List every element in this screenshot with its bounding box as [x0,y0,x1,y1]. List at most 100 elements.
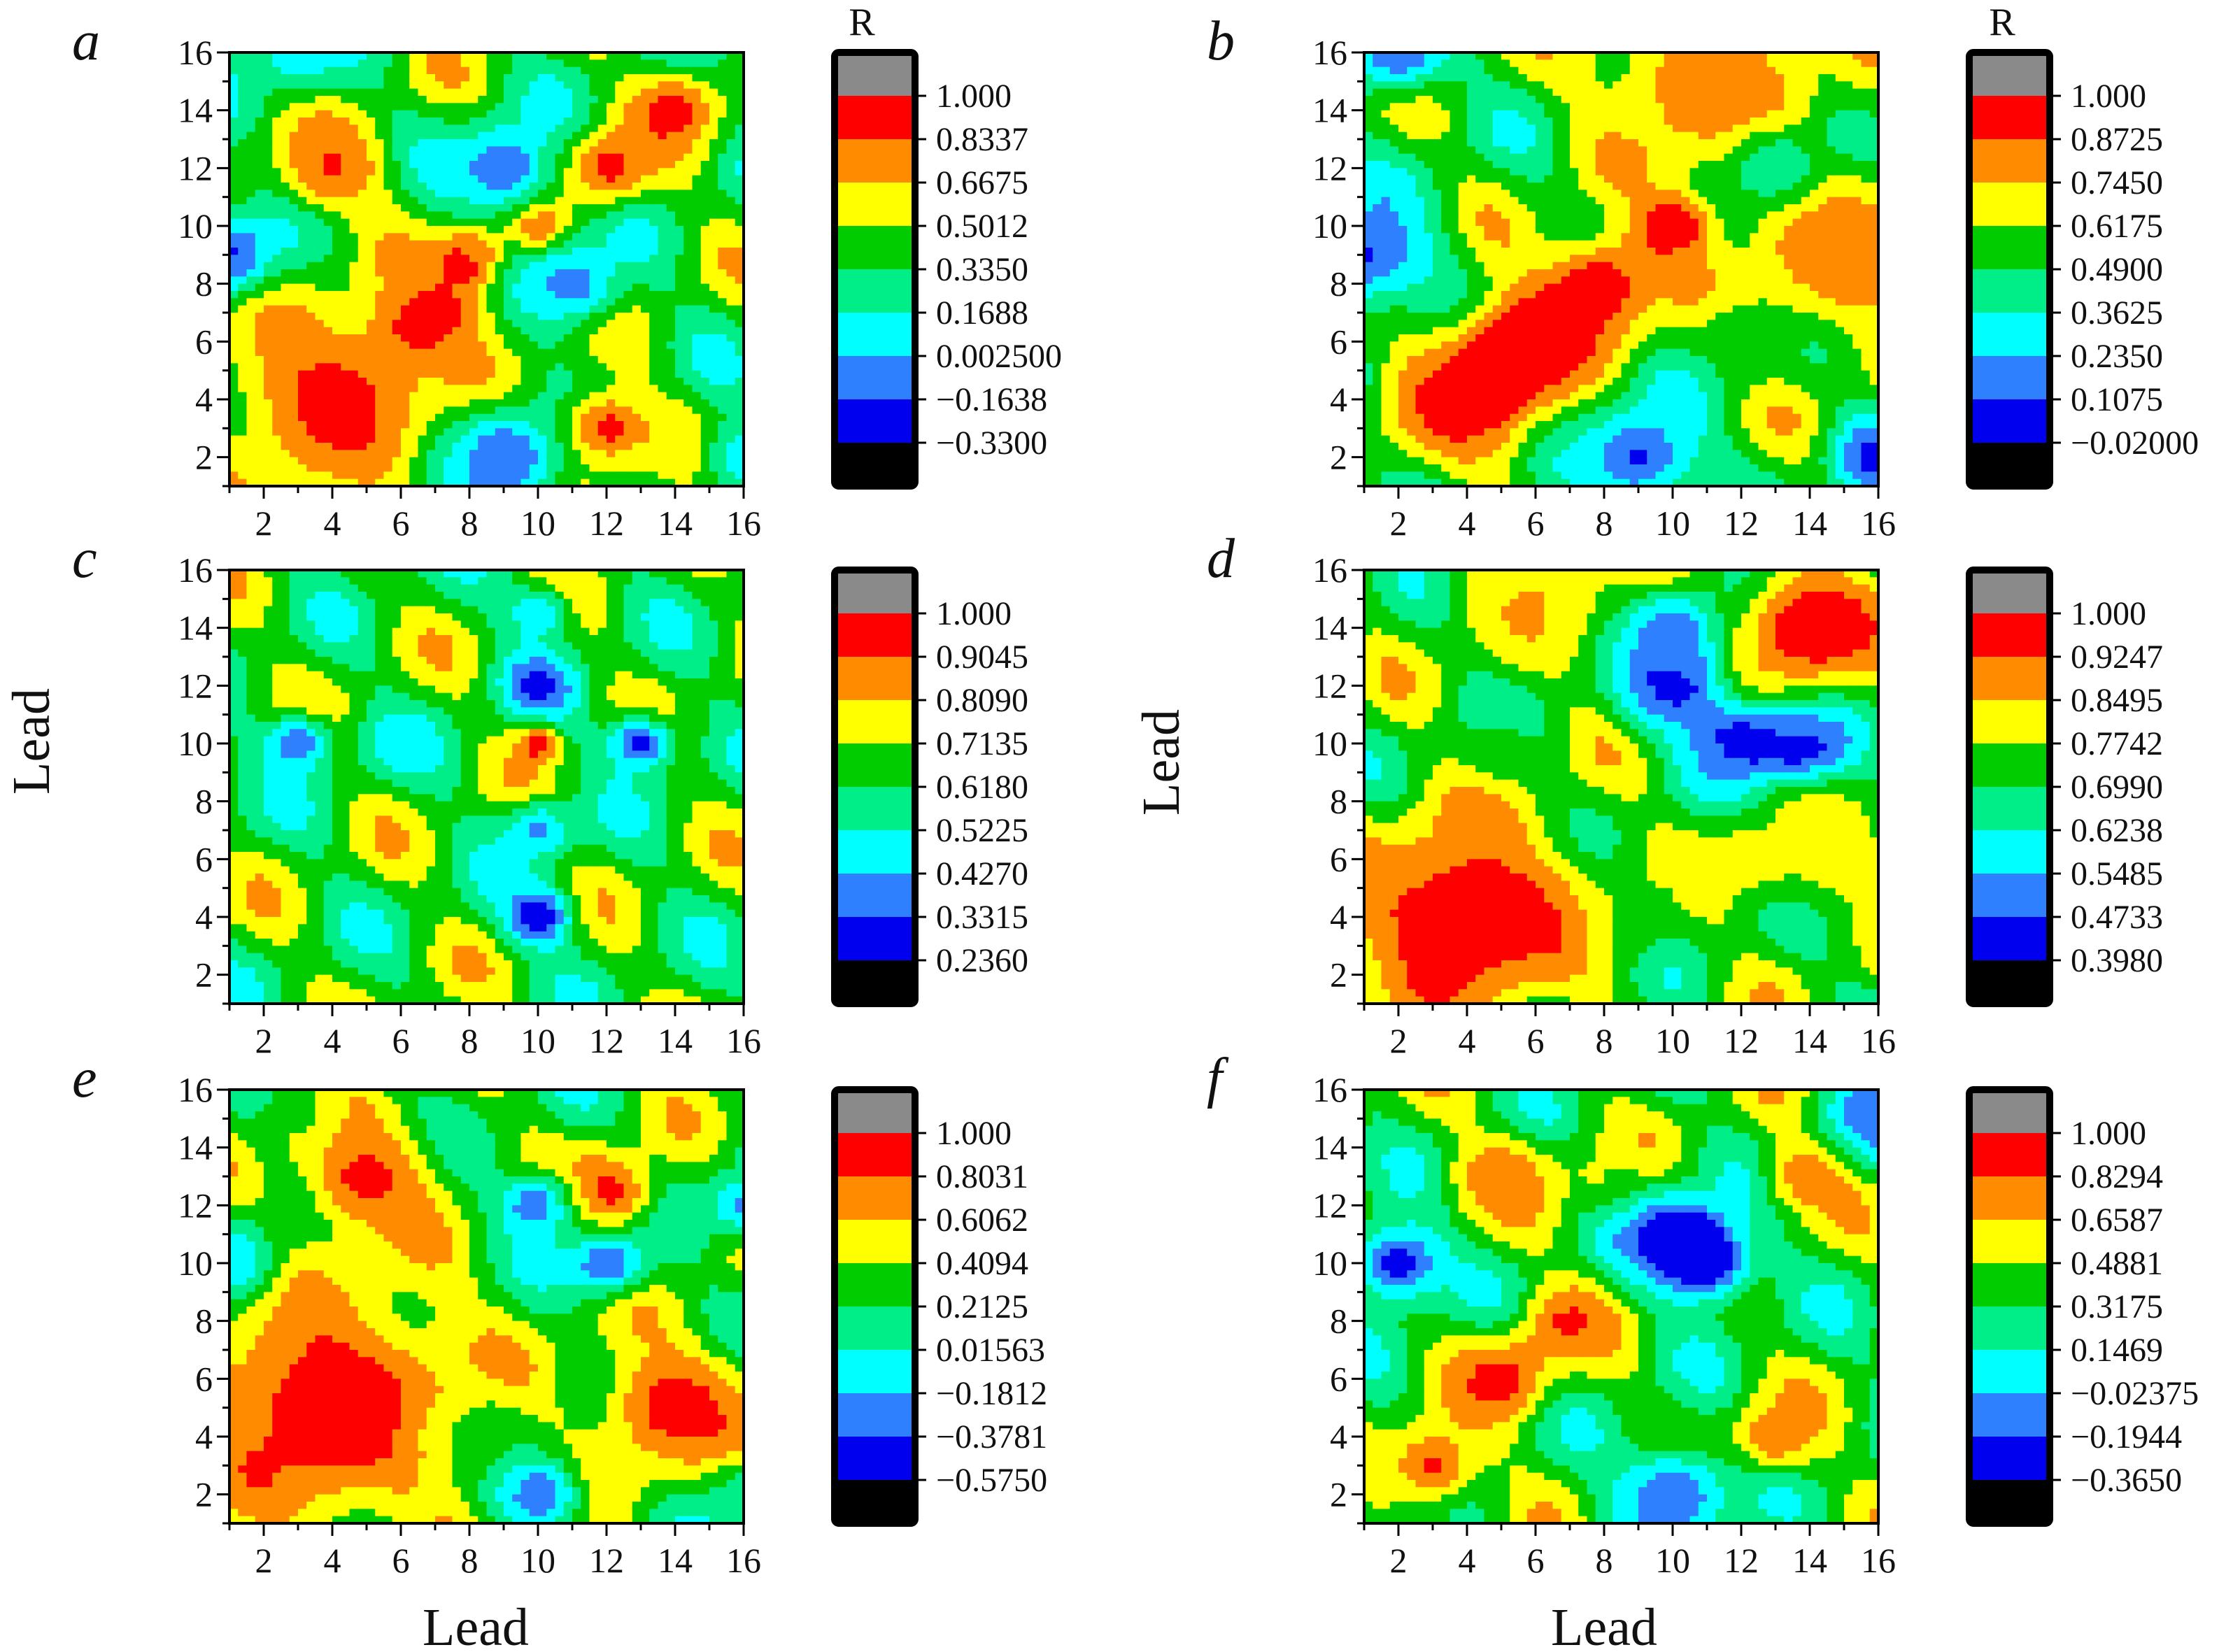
contour-cell [1389,118,1399,126]
contour-cell [1381,341,1391,350]
contour-cell [298,276,308,285]
contour-cell [1364,392,1374,400]
contour-cell [520,74,530,83]
contour-cell [1475,211,1485,220]
contour-cell [700,248,710,256]
contour-cell [238,88,248,97]
contour-cell [1536,370,1545,378]
contour-cell [538,161,548,169]
contour-cell [607,313,616,321]
contour-cell [718,124,728,133]
contour-cell [392,356,402,364]
contour-cell [649,443,659,451]
contour-cell [641,283,651,292]
contour-cell [1458,52,1468,61]
contour-cell [1381,356,1391,364]
contour-cell [332,370,342,378]
contour-cell [692,313,702,321]
colorbar-a: 1.0000.83370.66750.50120.33500.16880.002… [831,49,1062,490]
contour-cell [581,153,590,162]
contour-cell [341,118,350,126]
contour-cell [649,248,659,256]
contour-cell [683,313,693,321]
contour-cell [264,450,274,458]
contour-cell [264,334,274,343]
contour-cell [444,327,453,335]
contour-cell [1544,334,1554,343]
contour-cell [632,190,641,198]
contour-cell [1407,356,1417,364]
contour-cell [504,211,513,220]
contour-cell [444,118,453,126]
contour-cell [555,204,565,213]
contour-cell [486,233,496,241]
contour-cell [1536,450,1545,458]
contour-cell [444,146,453,155]
contour-cell [666,96,676,104]
contour-cell [1449,52,1459,61]
contour-cell [238,52,248,61]
contour-cell [649,240,659,248]
contour-cell [357,183,367,191]
contour-cell [538,421,548,429]
contour-cell [700,131,710,140]
contour-cell [520,406,530,415]
contour-cell [1475,226,1485,234]
contour-cell [229,392,239,400]
contour-cell [726,248,736,256]
contour-cell [401,283,411,292]
contour-cell [392,153,402,162]
contour-cell [520,103,530,111]
contour-cell [298,175,308,183]
contour-cell [683,124,693,133]
contour-cell [1407,233,1417,241]
contour-cell [281,399,290,408]
contour-cell [478,341,488,350]
contour-cell [349,110,359,118]
contour-cell [1467,291,1477,299]
contour-cell [718,204,728,213]
contour-cell [357,291,367,299]
contour-cell [401,291,411,299]
contour-cell [392,313,402,321]
contour-cell [546,248,556,256]
contour-cell [546,385,556,393]
contour-cell [735,298,744,306]
contour-cell [538,291,548,299]
contour-cell [504,370,513,378]
contour-cell [264,262,274,270]
contour-cell [1518,175,1528,183]
contour-cell [495,283,504,292]
contour-cell [349,341,359,350]
contour-cell [486,88,496,97]
contour-cell [367,153,376,162]
contour-cell [1484,218,1494,227]
contour-cell [520,124,530,133]
contour-cell [1424,378,1433,386]
contour-cell [495,168,504,176]
contour-cell [1415,341,1425,350]
contour-cell [341,363,350,371]
contour-cell [1381,103,1391,111]
contour-cell [1510,283,1519,292]
contour-cell [357,341,367,350]
contour-cell [504,255,513,263]
contour-cell [383,59,393,68]
contour-cell [264,103,274,111]
contour-cell [1458,471,1468,480]
contour-cell [641,81,651,90]
contour-cell [1441,59,1451,68]
contour-cell [452,443,462,451]
contour-cell [735,370,744,378]
contour-cell [272,370,282,378]
contour-cell [683,211,693,220]
contour-cell [460,81,470,90]
contour-cell [1407,363,1417,371]
contour-cell [632,211,641,220]
contour-cell [700,421,710,429]
contour-cell [623,363,633,371]
contour-cell [504,428,513,436]
contour-cell [1518,248,1528,256]
contour-cell [581,313,590,321]
contour-cell [426,363,436,371]
